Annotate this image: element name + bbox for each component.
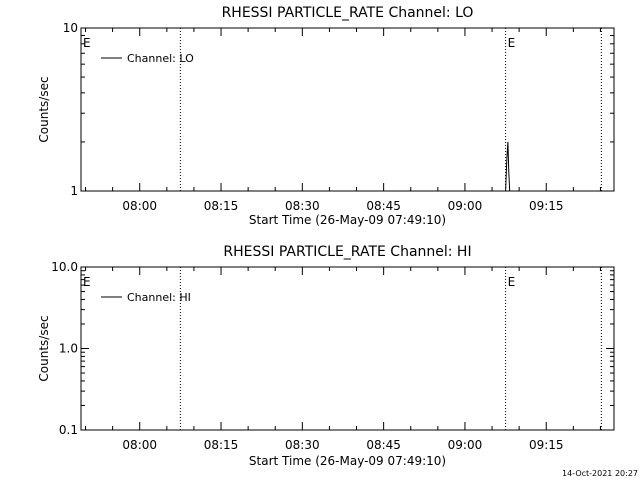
footer-timestamp: 14-Oct-2021 20:27 <box>562 469 638 478</box>
x-tick-label: 08:00 <box>122 438 157 452</box>
legend-entry: Channel: HI <box>127 291 191 304</box>
x-tick-label: 08:15 <box>204 199 239 213</box>
legend-entry: Channel: LO <box>127 52 194 65</box>
x-tick-label: 08:00 <box>122 199 157 213</box>
x-tick-label: 08:15 <box>204 438 239 452</box>
y-axis-label: Counts/sec <box>37 315 51 381</box>
series-line <box>505 141 511 192</box>
event-marker: E <box>508 36 516 50</box>
x-tick-label: 08:30 <box>285 199 320 213</box>
chart-panel-lo: RHESSI PARTICLE_RATE Channel: LO Counts/s… <box>37 5 615 227</box>
x-axis-label: Start Time (26-May-09 07:49:10) <box>249 454 446 468</box>
y-tick-label: 10 <box>63 21 78 35</box>
event-marker: E <box>83 275 91 289</box>
x-tick-label: 08:45 <box>366 199 401 213</box>
x-tick-label: 09:15 <box>529 438 564 452</box>
x-tick-label: 08:30 <box>285 438 320 452</box>
y-axis-label: Counts/sec <box>37 76 51 142</box>
y-tick-label: 1.0 <box>59 342 78 356</box>
x-tick-label: 08:45 <box>366 438 401 452</box>
event-marker: E <box>83 36 91 50</box>
chart-title: RHESSI PARTICLE_RATE Channel: HI <box>223 244 471 260</box>
y-tick-label: 1 <box>70 184 78 198</box>
x-tick-label: 09:00 <box>448 199 483 213</box>
event-marker: E <box>508 275 516 289</box>
x-tick-label: 09:00 <box>448 438 483 452</box>
plot-frame <box>80 27 615 192</box>
y-tick-label: 10.0 <box>51 260 78 274</box>
x-tick-label: 09:15 <box>529 199 564 213</box>
chart-title: RHESSI PARTICLE_RATE Channel: LO <box>222 5 474 21</box>
chart-panel-hi: RHESSI PARTICLE_RATE Channel: HI Counts/s… <box>37 244 615 468</box>
x-axis-label: Start Time (26-May-09 07:49:10) <box>249 213 446 227</box>
y-tick-label: 0.1 <box>59 423 78 437</box>
